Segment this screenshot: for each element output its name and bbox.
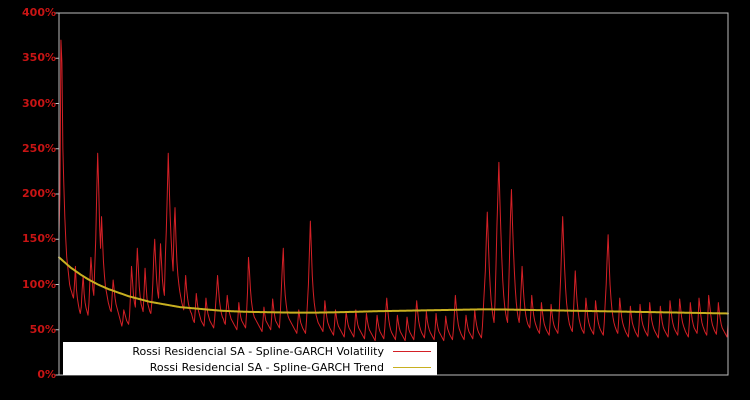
volatility-series-line bbox=[58, 39, 729, 342]
y-axis-tick-label: 250% bbox=[22, 141, 56, 155]
y-axis-tick-label: 100% bbox=[22, 277, 56, 291]
plot-background bbox=[59, 13, 728, 375]
legend-swatch-volatility-line bbox=[393, 350, 431, 352]
legend-entry-trend: Rossi Residencial SA - Spline-GARCH Tren… bbox=[63, 359, 437, 375]
legend-label-volatility: Rossi Residencial SA - Spline-GARCH Vola… bbox=[132, 344, 384, 358]
legend-swatch-trend-line bbox=[393, 366, 431, 368]
y-axis-tick-label: 0% bbox=[37, 368, 56, 381]
y-axis-tick-label: 150% bbox=[22, 232, 56, 246]
trend-series-line bbox=[58, 256, 729, 315]
y-axis-tick-label: 200% bbox=[22, 187, 56, 200]
legend-label-trend: Rossi Residencial SA - Spline-GARCH Tren… bbox=[149, 360, 384, 374]
y-axis-tick-label: 350% bbox=[22, 51, 56, 65]
chart-legend: Rossi Residencial SA - Spline-GARCH Vola… bbox=[63, 342, 437, 375]
y-axis-tick-label: 300% bbox=[22, 96, 56, 110]
y-axis-tick-marks bbox=[55, 12, 59, 376]
y-axis-tick-label: 50% bbox=[29, 322, 56, 336]
legend-entry-volatility: Rossi Residencial SA - Spline-GARCH Vola… bbox=[63, 343, 437, 359]
y-axis-tick-label: 400% bbox=[22, 6, 56, 19]
